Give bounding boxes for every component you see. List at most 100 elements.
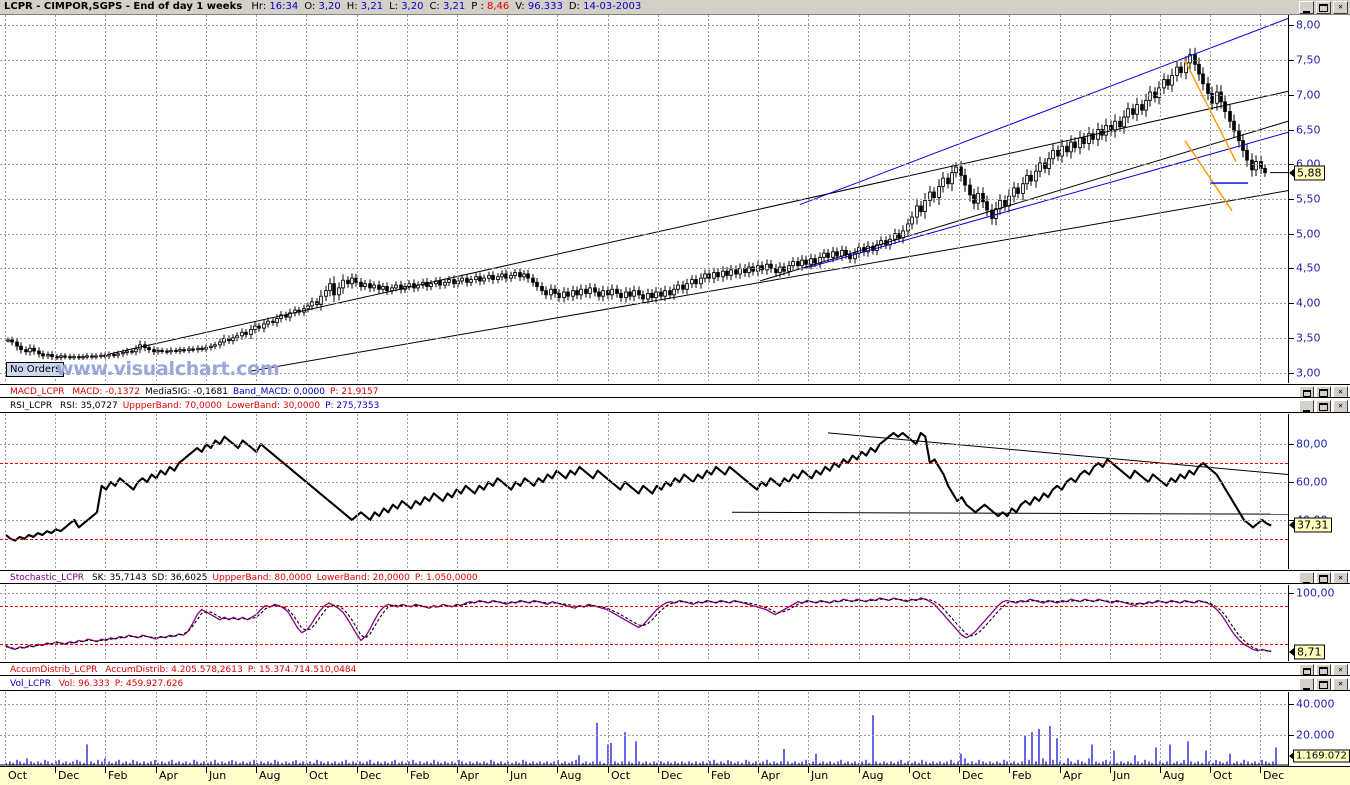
gridline-vertical [859, 585, 860, 661]
date-axis-label: Oct [1213, 769, 1233, 782]
maximize-icon[interactable] [1316, 386, 1331, 397]
gridline-vertical [658, 692, 659, 766]
accumdistrib-panel-header[interactable]: AccumDistrib_LCPR AccumDistrib: 4.205.57… [0, 662, 1350, 676]
volume-panel-header[interactable]: Vol_LCPR Vol: 96.333 P: 459.927.626 ✕ [0, 677, 1350, 691]
axis-tick [1289, 233, 1294, 235]
gridline-vertical [808, 585, 809, 661]
date-axis-tick [206, 767, 207, 773]
date-axis-tick [808, 767, 809, 773]
gridline-vertical [1260, 414, 1261, 569]
price-axis-label: 3,00 [1296, 366, 1321, 380]
date-axis-tick [1160, 767, 1161, 773]
rsi-panel-name: RSI_LCPR [10, 401, 53, 411]
gridline-vertical [557, 585, 558, 661]
volume-plot[interactable] [0, 692, 1288, 766]
minimize-icon[interactable] [1299, 678, 1314, 690]
quote-d: D: 14-03-2003 [568, 1, 642, 12]
gridline-horizontal [0, 592, 1288, 594]
no-orders-badge[interactable]: No Orders [6, 362, 65, 377]
date-axis-tick [507, 767, 508, 773]
macd-panel-name: MACD_LCPR [10, 387, 65, 397]
maximize-icon[interactable] [1316, 572, 1331, 583]
quote-v: V: 96.333 [515, 1, 563, 12]
rsi-plot[interactable] [0, 414, 1288, 569]
gridline-vertical [1110, 692, 1111, 766]
price-value-axis[interactable]: 8,007,507,006,506,005,505,004,504,003,50… [1288, 15, 1350, 383]
gridline-vertical [658, 414, 659, 569]
gridline-horizontal [0, 704, 1288, 706]
date-axis-label: Aug [1163, 769, 1185, 782]
gridline-vertical [1060, 692, 1061, 766]
gridline-vertical [859, 692, 860, 766]
gridline-vertical [55, 585, 56, 661]
gridline-vertical [206, 692, 207, 766]
minimize-icon[interactable] [1299, 572, 1314, 583]
gridline-vertical [457, 414, 458, 569]
last-price-marker: 5,88 [1294, 165, 1325, 181]
maximize-icon[interactable] [1316, 678, 1331, 690]
axis-tick [1289, 129, 1294, 131]
close-icon[interactable]: ✕ [1333, 1, 1348, 14]
rsi-field-3: P: 275,7353 [325, 401, 380, 411]
gridline-vertical [1060, 585, 1061, 661]
date-axis-tick [1110, 767, 1111, 773]
rsi-band-line [0, 538, 1288, 540]
stochastic-value-axis[interactable]: 100,00 8,71 [1288, 585, 1350, 661]
accumdistrib-field-list: AccumDistrib: 4.205.578,2613 P: 15.374.71… [105, 665, 361, 675]
rsi-panel-controls: ✕ [1299, 400, 1348, 412]
close-icon[interactable]: ✕ [1333, 386, 1348, 397]
gridline-vertical [256, 414, 257, 569]
macd-field-1: MediaSIG: -0,1681 [144, 387, 228, 397]
gridline-horizontal [0, 199, 1288, 200]
close-icon[interactable]: ✕ [1333, 664, 1348, 675]
close-icon[interactable]: ✕ [1333, 400, 1348, 412]
gridline-vertical [507, 585, 508, 661]
date-axis-tick [608, 767, 609, 773]
gridline-vertical [357, 414, 358, 569]
date-axis-label: Feb [410, 769, 430, 782]
gridline-horizontal [0, 372, 1288, 374]
date-axis-label: Apr [761, 769, 781, 782]
gridline-vertical [306, 692, 307, 766]
gridline-vertical [256, 692, 257, 766]
axis-tick [1289, 337, 1294, 339]
date-axis-tick [105, 767, 106, 773]
axis-tick [1289, 735, 1294, 737]
price-chart-plot[interactable] [0, 15, 1288, 383]
restore-icon[interactable] [1299, 664, 1314, 675]
minimize-icon[interactable] [1299, 400, 1314, 412]
restore-icon[interactable] [1299, 386, 1314, 397]
stochastic-plot[interactable] [0, 585, 1288, 661]
maximize-icon[interactable] [1316, 1, 1331, 14]
quote-l: L: 3,20 [389, 1, 424, 12]
gridline-vertical [105, 692, 106, 766]
stochastic-panel-header[interactable]: Stochastic_LCPR SK: 35,7143 SD: 36,6025 Up… [0, 570, 1350, 584]
gridline-vertical [206, 585, 207, 661]
volume-last-value-marker: 1.169.072 [1293, 749, 1350, 763]
close-icon[interactable]: ✕ [1333, 572, 1348, 583]
maximize-icon[interactable] [1316, 664, 1331, 675]
date-axis[interactable]: Oct Dec Feb Apr Jun Aug Oct Dec Feb Apr Jun Aug Oct D… [0, 766, 1350, 785]
minimize-icon[interactable] [1299, 1, 1314, 14]
volume-value-axis[interactable]: 40.000 20.000 1.169.072 [1288, 692, 1350, 766]
rsi-value-arrow-icon [1289, 520, 1294, 529]
maximize-icon[interactable] [1316, 400, 1331, 412]
rsi-field-1: UppperBand: 70,0000 [122, 401, 222, 411]
gridline-vertical [407, 692, 408, 766]
date-axis-label: Feb [108, 769, 128, 782]
quote-o: O: 3,20 [304, 1, 341, 12]
axis-tick [1289, 60, 1294, 62]
gridline-vertical [808, 414, 809, 569]
date-axis-tick [1060, 767, 1061, 773]
gridline-vertical [608, 414, 609, 569]
date-axis-label: Dec [661, 769, 683, 782]
date-axis-tick [156, 767, 157, 773]
close-icon[interactable]: ✕ [1333, 678, 1348, 690]
rsi-field-2: LowerBand: 30,0000 [226, 401, 321, 411]
macd-panel-header[interactable]: MACD_LCPR MACD: -0,1372 MediaSIG: -0,1681… [0, 384, 1350, 398]
macd-field-2: Band_MACD: 0,0000 [232, 387, 325, 397]
gridline-horizontal [0, 444, 1288, 446]
rsi-panel-header[interactable]: RSI_LCPR RSI: 35,0727 UppperBand: 70,0000… [0, 399, 1350, 413]
macd-panel-controls: ✕ [1299, 386, 1348, 397]
